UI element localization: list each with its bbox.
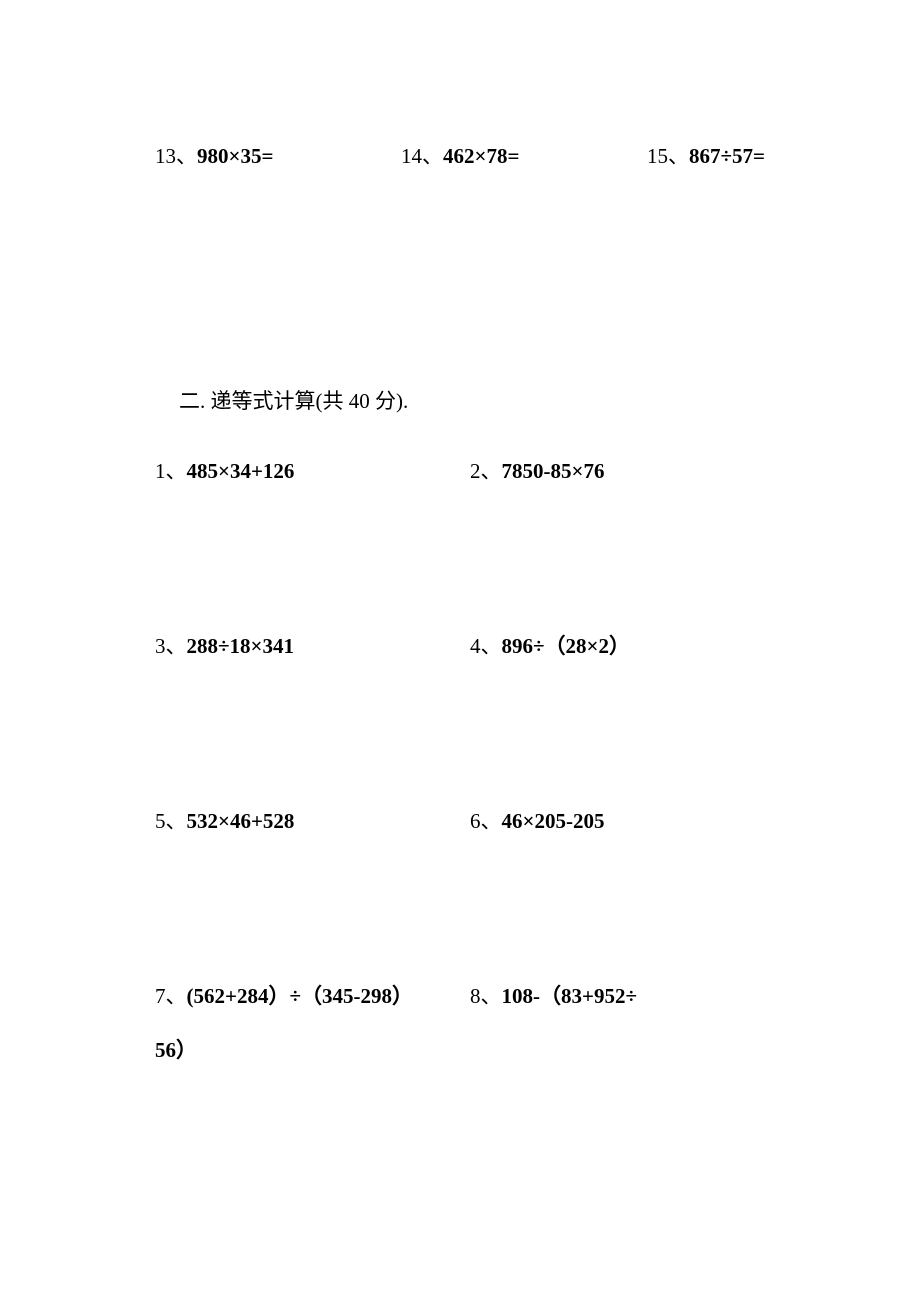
problem-6: 6、46×205-205	[470, 805, 765, 835]
problem-number: 8、	[470, 984, 502, 1008]
problem-4: 4、896÷（28×2）	[470, 630, 765, 660]
problem-5: 5、532×46+528	[155, 805, 470, 835]
problem-expression: 108-（83+952÷	[502, 984, 638, 1008]
problem-row: 5、532×46+528 6、46×205-205	[155, 805, 765, 835]
problem-8-continuation: 56）	[155, 1034, 765, 1064]
problem-number: 15、	[647, 144, 689, 168]
top-problem-14: 14、462×78=	[401, 140, 519, 170]
problem-expression: 896÷（28×2）	[502, 634, 631, 658]
problem-number: 13、	[155, 144, 197, 168]
problem-expression: 867÷57=	[689, 144, 765, 168]
problem-expression: 980×35=	[197, 144, 273, 168]
problem-number: 1、	[155, 459, 187, 483]
problem-expression: 7850-85×76	[502, 459, 605, 483]
problem-expression: 462×78=	[443, 144, 519, 168]
section-2-problems: 1、485×34+126 2、7850-85×76 3、288÷18×341 4…	[155, 455, 765, 1064]
top-problem-13: 13、980×35=	[155, 140, 273, 170]
problem-number: 14、	[401, 144, 443, 168]
problem-number: 7、	[155, 984, 187, 1008]
problem-row: 3、288÷18×341 4、896÷（28×2）	[155, 630, 765, 660]
problem-8: 8、108-（83+952÷	[470, 980, 765, 1010]
problem-expression: 532×46+528	[187, 809, 295, 833]
problem-expression: 485×34+126	[187, 459, 295, 483]
problem-3: 3、288÷18×341	[155, 630, 470, 660]
problem-1: 1、485×34+126	[155, 455, 470, 485]
problem-expression: 288÷18×341	[187, 634, 295, 658]
problem-expression: 46×205-205	[502, 809, 605, 833]
page-content: 13、980×35= 14、462×78= 15、867÷57= 二. 递等式计…	[0, 0, 920, 1064]
problem-2: 2、7850-85×76	[470, 455, 765, 485]
problem-7: 7、(562+284）÷（345-298）	[155, 980, 470, 1010]
top-problems-row: 13、980×35= 14、462×78= 15、867÷57=	[155, 140, 765, 170]
problem-row: 7、(562+284）÷（345-298） 8、108-（83+952÷	[155, 980, 765, 1010]
problem-number: 2、	[470, 459, 502, 483]
section-2-header: 二. 递等式计算(共 40 分).	[179, 385, 765, 415]
problem-number: 5、	[155, 809, 187, 833]
problem-number: 4、	[470, 634, 502, 658]
problem-number: 6、	[470, 809, 502, 833]
top-problem-15: 15、867÷57=	[647, 140, 765, 170]
problem-expression: (562+284）÷（345-298）	[187, 984, 413, 1008]
problem-row: 1、485×34+126 2、7850-85×76	[155, 455, 765, 485]
problem-number: 3、	[155, 634, 187, 658]
